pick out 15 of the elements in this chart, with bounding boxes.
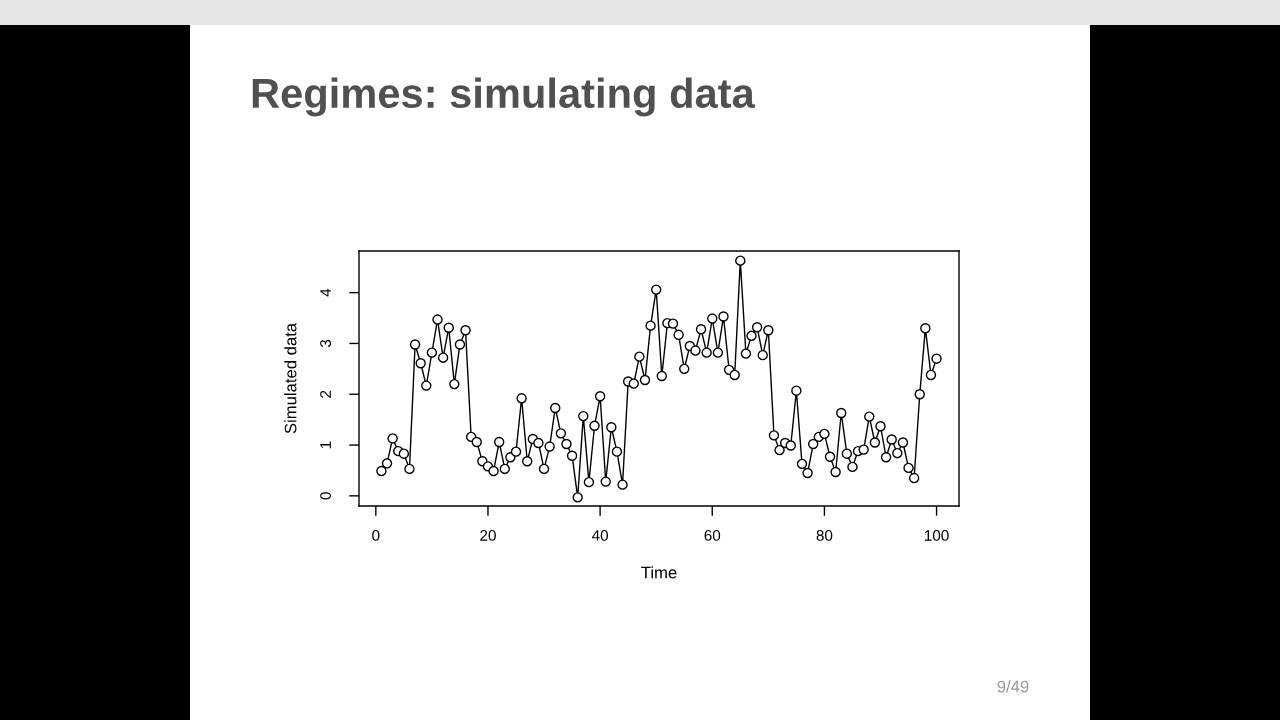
x-tick-label: 60 (704, 530, 721, 541)
x-tick-label: 80 (816, 530, 833, 541)
chart-title: Regimes: simulating data (252, 77, 755, 117)
x-tick-label: 40 (591, 530, 609, 541)
y-tick-label: 1 (320, 441, 331, 449)
x-tick-label: 0 (372, 530, 380, 541)
y-tick-label: 0 (320, 492, 331, 500)
y-axis-title: Simulated data (284, 322, 297, 434)
x-tick-label: 20 (480, 530, 496, 541)
y-tick-label: 2 (320, 390, 331, 398)
x-tick-label: 100 (924, 530, 949, 541)
x-axis-title: Time (641, 566, 677, 579)
y-tick-label: 4 (320, 288, 331, 297)
y-tick-label: 3 (320, 339, 331, 348)
text: 9/49 (997, 680, 1029, 693)
